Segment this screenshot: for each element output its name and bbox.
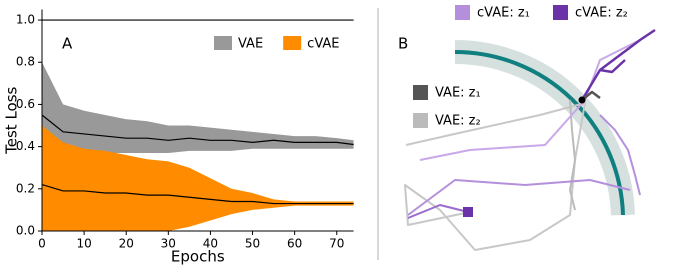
legend-swatch xyxy=(214,36,232,50)
y-axis-label: Test Loss xyxy=(3,86,21,154)
cvae-z1-tree xyxy=(599,114,641,196)
legend-label: cVAE: z₂ xyxy=(575,6,628,21)
x-tick-label: 10 xyxy=(76,237,91,251)
y-tick-label: 0.2 xyxy=(16,181,35,195)
x-tick-label: 30 xyxy=(161,237,176,251)
mean-line xyxy=(41,114,354,146)
x-axis-label: Epochs xyxy=(171,248,225,266)
cvae-z2-path xyxy=(407,204,469,219)
arc xyxy=(454,50,625,216)
x-tick-label: 0 xyxy=(38,237,46,251)
legend-label: cVAE xyxy=(307,37,339,52)
cvae-z1-path2 xyxy=(419,39,641,161)
legend-swatch xyxy=(553,5,568,20)
legend-label: VAE: z₂ xyxy=(435,114,481,129)
cvae-z2-tree xyxy=(580,28,656,101)
y-tick-label: 0.8 xyxy=(16,55,35,69)
legend-swatch xyxy=(455,5,470,20)
x-tick-label: 40 xyxy=(203,237,218,251)
panel-label: B xyxy=(398,35,408,53)
node xyxy=(578,96,586,104)
cvae-z2-branch xyxy=(599,59,626,74)
legend-label: cVAE: z₁ xyxy=(477,6,530,21)
x-tick-label: 70 xyxy=(329,237,344,251)
legend-swatch xyxy=(413,85,428,100)
x-tick-label: 60 xyxy=(287,237,302,251)
x-tick-label: 20 xyxy=(119,237,134,251)
y-tick-label: 0.6 xyxy=(16,97,35,111)
vae-z2-tree xyxy=(569,99,576,211)
y-tick-label: 1.0 xyxy=(16,13,35,27)
legend-swatch xyxy=(413,113,428,128)
band-area xyxy=(42,62,354,153)
mean-line xyxy=(41,184,354,205)
vae-z2-path xyxy=(404,102,586,251)
diagram-graphics xyxy=(404,28,656,251)
band-area xyxy=(42,125,354,231)
legend-swatch xyxy=(283,36,302,50)
y-tick-label: 0.0 xyxy=(16,224,35,238)
cvae-z1-path xyxy=(407,179,631,216)
vae-z1-tree xyxy=(581,90,601,101)
y-tick-label: 0.4 xyxy=(16,139,35,153)
x-tick-label: 50 xyxy=(245,237,260,251)
panel-label: A xyxy=(62,35,73,53)
legend-label: VAE xyxy=(238,37,263,52)
legend-label: VAE: z₁ xyxy=(435,86,481,101)
start-node xyxy=(463,207,473,217)
